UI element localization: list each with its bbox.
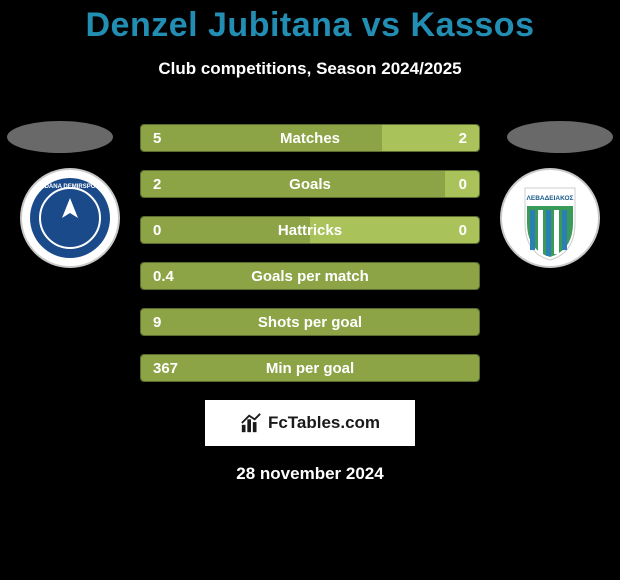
- stat-left-value: 2: [141, 171, 445, 197]
- left-club-crest: ADANA DEMIRSPOR: [20, 168, 120, 268]
- subtitle: Club competitions, Season 2024/2025: [0, 59, 620, 79]
- adana-crest-icon: ADANA DEMIRSPOR: [20, 168, 120, 268]
- branding-panel: FcTables.com: [205, 400, 415, 446]
- stat-left-value: 5: [141, 125, 382, 151]
- stat-right-value: 0: [310, 217, 479, 243]
- svg-text:ADANA DEMIRSPOR: ADANA DEMIRSPOR: [40, 184, 100, 190]
- stat-left-value: 367: [141, 355, 479, 381]
- stat-row: 20Goals: [140, 170, 480, 198]
- stat-row: 367Min per goal: [140, 354, 480, 382]
- bars-icon: [240, 412, 262, 434]
- stat-row: 52Matches: [140, 124, 480, 152]
- comparison-card: Denzel Jubitana vs Kassos Club competiti…: [0, 0, 620, 580]
- page-title: Denzel Jubitana vs Kassos: [0, 6, 620, 45]
- right-ellipse: [507, 121, 613, 153]
- stat-left-value: 0.4: [141, 263, 479, 289]
- stat-left-value: 0: [141, 217, 310, 243]
- right-club-crest: ΛΕΒΑΔΕΙΑΚΟΣ: [500, 168, 600, 268]
- stat-row: 0.4Goals per match: [140, 262, 480, 290]
- svg-text:ΛΕΒΑΔΕΙΑΚΟΣ: ΛΕΒΑΔΕΙΑΚΟΣ: [527, 195, 574, 202]
- levadiakos-crest-icon: ΛΕΒΑΔΕΙΑΚΟΣ: [500, 168, 600, 268]
- left-ellipse: [7, 121, 113, 153]
- stat-left-value: 9: [141, 309, 479, 335]
- stat-right-value: 0: [445, 171, 479, 197]
- stat-right-value: 2: [382, 125, 479, 151]
- date-label: 28 november 2024: [0, 464, 620, 484]
- stat-bars: 52Matches 20Goals 00Hattricks 0.4Goals per …: [140, 124, 480, 400]
- branding-text: FcTables.com: [268, 413, 380, 433]
- stat-row: 9Shots per goal: [140, 308, 480, 336]
- stat-row: 00Hattricks: [140, 216, 480, 244]
